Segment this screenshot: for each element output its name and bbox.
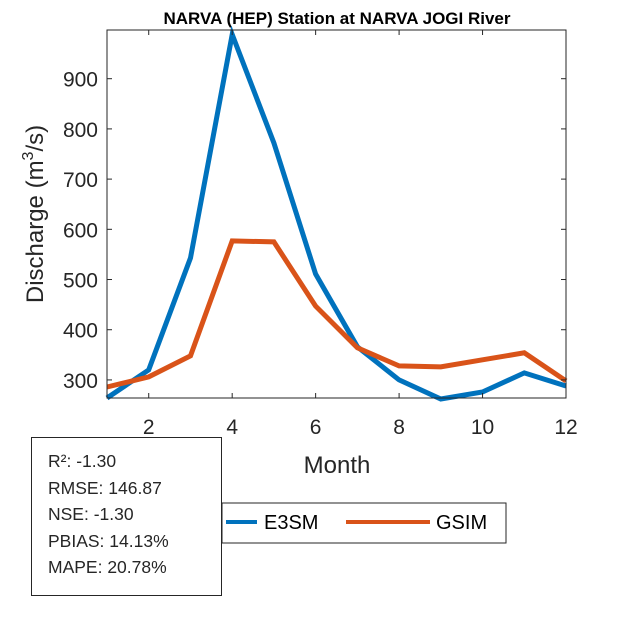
- x-tick-label: 12: [554, 416, 577, 439]
- legend: E3SM GSIM: [221, 502, 507, 544]
- plot-area: 2 4 6 8 10 12 300 400 500 600 700 800 900: [63, 25, 578, 439]
- y-tick-label: 400: [63, 320, 98, 343]
- x-tick-label: 8: [393, 416, 405, 439]
- series-layer: [105, 25, 568, 402]
- x-tick-label: 6: [310, 416, 322, 439]
- series-line-gsim: [106, 238, 568, 390]
- y-tick-label: 600: [63, 219, 98, 242]
- y-tick-label: 500: [63, 270, 98, 293]
- x-axis-label: Month: [304, 452, 371, 479]
- plot-background: [107, 30, 566, 398]
- stat-mape: MAPE: 20.78%: [48, 557, 167, 577]
- axes-box: [106, 29, 567, 399]
- legend-label-e3sm: E3SM: [264, 512, 318, 534]
- stat-r2: R²: -1.30: [48, 451, 117, 471]
- y-axis-label-superscript: 3: [20, 151, 37, 160]
- y-tick-label: 700: [63, 169, 98, 192]
- y-tick-label: 900: [63, 69, 98, 92]
- stat-rmse: RMSE: 146.87: [48, 477, 162, 498]
- y-tick-label: 800: [63, 119, 98, 142]
- x-tick-label: 10: [471, 416, 494, 439]
- y-axis-label-main: Discharge (m: [22, 160, 49, 303]
- stat-pbias: PBIAS: 14.13%: [48, 530, 169, 551]
- y-axis-label-end: /s): [22, 125, 49, 152]
- x-tick-label: 4: [226, 416, 238, 439]
- y-axis-label: Discharge (m3/s): [20, 125, 49, 303]
- legend-label-gsim: GSIM: [436, 512, 487, 534]
- y-ticks: 300 400 500 600 700 800 900: [63, 69, 566, 393]
- series-line-e3sm: [105, 25, 567, 402]
- chart-title: NARVA (HEP) Station at NARVA JOGI River: [164, 9, 511, 28]
- x-ticks: 2 4 6 8 10 12: [143, 30, 578, 439]
- stat-nse: NSE: -1.30: [48, 504, 134, 524]
- stats-box: R²: -1.30 RMSE: 146.87 NSE: -1.30 PBIAS:…: [31, 437, 222, 596]
- y-tick-label: 300: [63, 370, 98, 393]
- x-tick-label: 2: [143, 416, 155, 439]
